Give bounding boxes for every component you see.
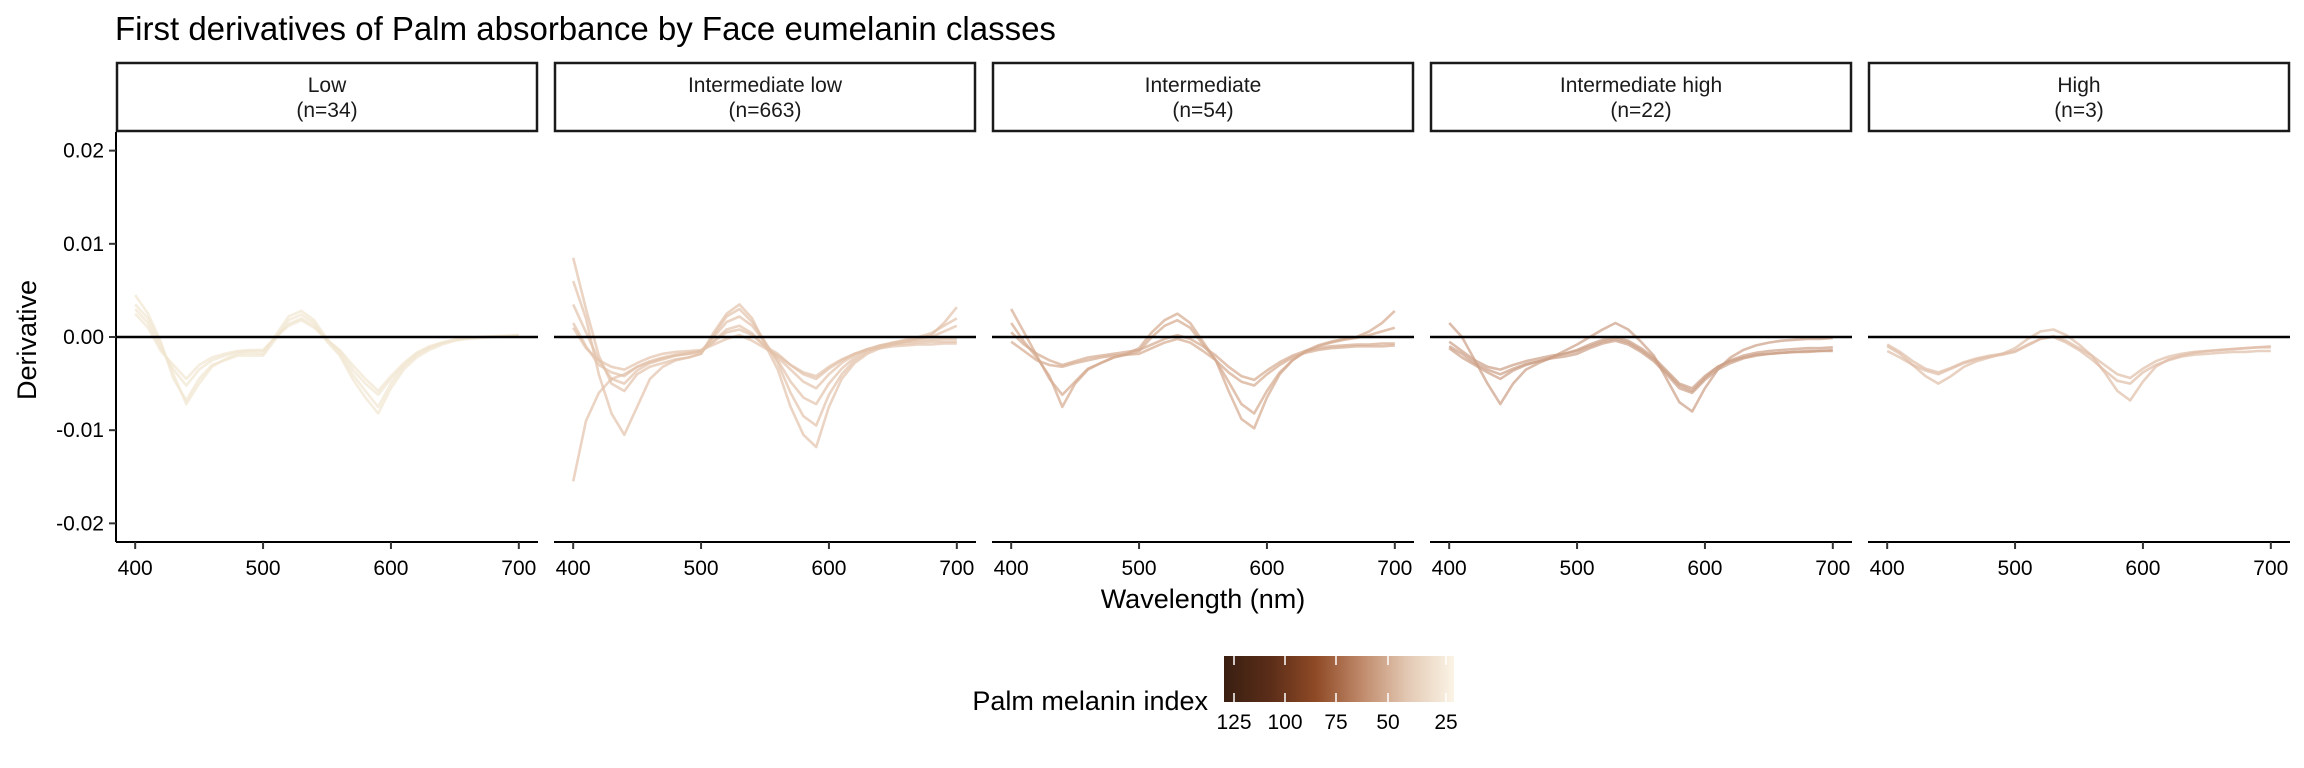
facet-panel: Intermediate high(n=22) 400 500 600 700 <box>1429 61 1853 580</box>
x-tick-label: 700 <box>501 557 536 580</box>
spectrum-line <box>1448 335 1833 390</box>
y-tick-label: 0.01 <box>63 233 104 256</box>
facet-strip <box>553 61 977 133</box>
spectrum-line <box>571 280 958 437</box>
x-tick-label: 500 <box>1560 557 1595 580</box>
x-tick-label: 700 <box>939 557 974 580</box>
facet-count-label: (n=34) <box>296 99 357 122</box>
facet-panel: Intermediate(n=54) 400 500 600 700 <box>991 61 1415 580</box>
x-tick-label: 500 <box>684 557 719 580</box>
y-axis-title: Derivative <box>12 280 42 400</box>
x-tick-label: 700 <box>2253 557 2288 580</box>
facet-count-label: (n=663) <box>729 99 802 122</box>
x-tick-label: 600 <box>373 557 408 580</box>
y-tick-label: 0.00 <box>63 326 104 349</box>
chart-title: First derivatives of Palm absorbance by … <box>115 10 1056 47</box>
facet-count-label: (n=22) <box>1610 99 1671 122</box>
x-tick-label: 500 <box>246 557 281 580</box>
x-tick-label: 600 <box>2125 557 2160 580</box>
x-tick-label: 700 <box>1815 557 1850 580</box>
facet-panel: Intermediate low(n=663) 400 500 600 700 <box>553 61 977 580</box>
x-tick-label: 500 <box>1998 557 2033 580</box>
spectrum-line <box>572 327 957 378</box>
facet-count-label: (n=54) <box>1172 99 1233 122</box>
colorbar-legend: Palm melanin index 125 100 75 50 25 <box>972 656 1458 734</box>
facet-strip <box>991 61 1415 133</box>
colorbar <box>1224 656 1454 702</box>
spectrum-line <box>1448 321 1833 413</box>
facet-panel: Low(n=34) 400 500 600 700 <box>115 61 539 580</box>
y-tick-label: -0.02 <box>56 512 104 535</box>
y-tick-label: 0.02 <box>63 140 104 163</box>
x-tick-label: 400 <box>556 557 591 580</box>
spectrum-line <box>1010 318 1396 415</box>
facet-strip <box>1429 61 1853 133</box>
spectrum-line <box>1010 331 1395 382</box>
colorbar-tick-label: 75 <box>1324 711 1347 734</box>
x-tick-label: 700 <box>1377 557 1412 580</box>
spectrum-line <box>572 303 958 406</box>
x-axis-title: Wavelength (nm) <box>1101 584 1306 614</box>
colorbar-tick-label: 125 <box>1216 711 1251 734</box>
x-tick-label: 400 <box>1432 557 1467 580</box>
colorbar-tick-label: 25 <box>1434 711 1457 734</box>
facet-label: Intermediate high <box>1560 74 1722 97</box>
y-axis: 0.02 0.01 0.00 -0.01 -0.02 <box>56 132 117 542</box>
spectrum-line <box>1010 308 1396 430</box>
facet-count-label: (n=3) <box>2054 99 2104 122</box>
colorbar-tick-label: 100 <box>1267 711 1302 734</box>
spectrum-line <box>1886 334 2271 380</box>
spectrum-line <box>1448 337 1833 393</box>
x-tick-label: 400 <box>1870 557 1905 580</box>
spectrum-line <box>1886 328 2271 402</box>
y-tick-label: -0.01 <box>56 419 104 442</box>
facet-label: High <box>2057 74 2100 97</box>
x-tick-label: 400 <box>118 557 153 580</box>
facet-label: Intermediate <box>1145 74 1262 97</box>
x-tick-label: 600 <box>1687 557 1722 580</box>
x-tick-label: 500 <box>1122 557 1157 580</box>
facet-strip <box>115 61 539 133</box>
spectrum-line <box>134 312 519 393</box>
facet-strip <box>1867 61 2291 133</box>
spectrum-line <box>134 308 519 397</box>
x-tick-label: 600 <box>1249 557 1284 580</box>
x-tick-label: 600 <box>811 557 846 580</box>
spectrum-line <box>1010 337 1395 387</box>
colorbar-tick-label: 50 <box>1376 711 1399 734</box>
legend-title: Palm melanin index <box>972 686 1208 716</box>
spectrum-line <box>571 328 957 482</box>
facet-label: Low <box>308 74 347 97</box>
facet-panel: High(n=3) 400 500 600 700 <box>1867 61 2291 580</box>
spectrum-line <box>134 303 519 409</box>
facet-label: Intermediate low <box>688 74 843 97</box>
x-tick-label: 400 <box>994 557 1029 580</box>
